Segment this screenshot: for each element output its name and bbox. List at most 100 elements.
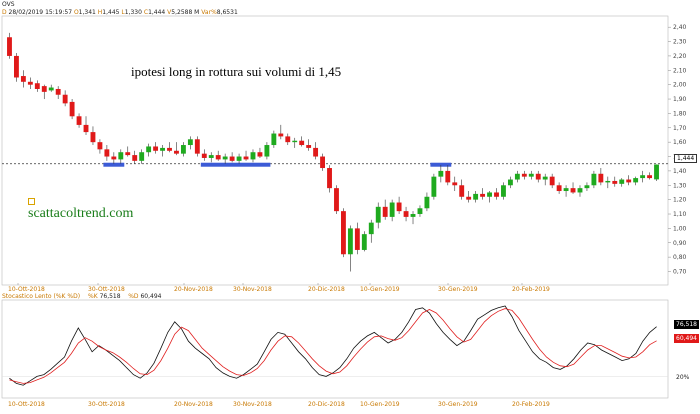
x-tick-label: 30-Gen-2019 <box>438 286 478 293</box>
candle-up <box>410 214 416 217</box>
stoch-level-label: 20% <box>676 374 690 381</box>
y-tick-label: 1,40 <box>673 168 687 175</box>
volume-value: 5,2588 M <box>171 9 200 16</box>
candle-up <box>417 208 423 215</box>
y-tick-label: 1,90 <box>673 96 687 103</box>
candle-down <box>132 155 138 161</box>
x-tick-label: 20-Feb-2019 <box>512 286 550 293</box>
candle-down <box>354 228 360 250</box>
stoch-d-tag: 60,494 <box>674 334 699 343</box>
y-tick-label: 1,60 <box>673 139 687 146</box>
y-tick-label: 1,20 <box>673 197 687 204</box>
highlight-bars <box>103 162 452 167</box>
candle-down <box>69 101 75 117</box>
candle-up <box>250 152 256 160</box>
candle-down <box>521 173 527 177</box>
candle-up <box>563 188 569 192</box>
candle-up <box>208 155 214 158</box>
stoch-k-label: %K <box>88 293 98 300</box>
watermark-square-icon <box>28 198 35 205</box>
candle-down <box>598 173 604 183</box>
candlesticks <box>7 32 659 272</box>
candle-down <box>459 185 465 197</box>
candle-up <box>187 139 193 146</box>
price-panel-border <box>1 15 669 286</box>
candle-down <box>27 81 33 85</box>
candle-up <box>501 185 506 197</box>
stoch-d-label: %D <box>128 293 139 300</box>
x-tick-label: 20-Nov-2018 <box>174 286 213 293</box>
candle-down <box>167 147 172 151</box>
stoch-d-value: 60,494 <box>140 293 162 300</box>
candle-up <box>264 145 270 157</box>
candle-down <box>62 94 68 104</box>
candle-down <box>480 193 486 197</box>
candle-up <box>514 173 520 180</box>
candle-down <box>466 196 472 200</box>
candle-up <box>473 193 479 200</box>
volume-label: V <box>167 9 172 16</box>
candle-down <box>313 147 319 157</box>
stoch-x-tick-label: 30-Gen-2019 <box>438 401 478 408</box>
price-x-axis: 10-Ott-2018 10-Ott-2018 30-Ott-2018 30-Ott-… <box>8 283 550 408</box>
candle-down <box>445 170 451 183</box>
candle-down <box>20 76 26 82</box>
candle-up <box>633 178 639 183</box>
candle-up <box>180 145 186 154</box>
stoch-lines <box>9 305 657 386</box>
open-value: 1,341 <box>78 9 96 16</box>
candle-down <box>14 55 19 78</box>
candle-down <box>549 176 555 186</box>
candle-down <box>257 152 263 157</box>
candle-down <box>341 211 346 255</box>
candle-down <box>334 188 339 212</box>
candle-up <box>222 156 228 160</box>
candle-down <box>647 175 652 179</box>
support-highlight-bar <box>200 162 271 167</box>
stoch-k-value: 76,518 <box>99 293 121 300</box>
var-label: Var% <box>201 9 217 16</box>
y-tick-label: 1,00 <box>673 225 687 232</box>
high-label: H <box>97 9 103 16</box>
stoch-x-tick-label: 20-Dic-2018 <box>308 401 345 408</box>
candle-up <box>528 173 534 177</box>
x-tick-label: 30-Nov-2018 <box>233 286 272 293</box>
candle-down <box>278 133 284 137</box>
candle-down <box>306 145 312 148</box>
date-label: D <box>2 9 7 16</box>
candle-down <box>243 156 249 160</box>
price-grid <box>1 15 669 399</box>
candle-down <box>111 156 117 160</box>
candle-down <box>556 185 562 192</box>
candle-up <box>619 179 625 184</box>
candle-up <box>271 133 277 146</box>
candle-up <box>507 179 513 186</box>
candle-up <box>118 152 124 160</box>
candle-down <box>194 139 200 154</box>
candle-up <box>654 164 659 180</box>
candle-up <box>389 202 395 217</box>
candle-down <box>34 83 40 89</box>
y-tick-label: 1,10 <box>673 211 687 218</box>
stoch-x-tick-label: 30-Nov-2018 <box>233 401 272 408</box>
candle-up <box>542 176 548 180</box>
close-label: C <box>143 9 149 16</box>
candle-down <box>76 116 82 125</box>
y-tick-label: 2,40 <box>673 24 687 31</box>
candle-up <box>577 188 583 193</box>
y-tick-label: 2,10 <box>673 67 687 74</box>
stoch-d-line <box>9 308 657 384</box>
candle-down <box>104 149 110 157</box>
candle-up <box>487 192 492 197</box>
candle-down <box>396 202 402 212</box>
stoch-x-tick-label: 30-Ott-2018 <box>88 401 125 408</box>
low-label: L <box>121 9 125 16</box>
candle-down <box>174 150 179 154</box>
candle-down <box>570 188 576 193</box>
candle-up <box>640 175 646 179</box>
y-tick-label: 0,70 <box>673 269 687 276</box>
y-tick-label: 2,00 <box>673 82 687 89</box>
candle-down <box>215 155 221 160</box>
candle-down <box>452 182 458 186</box>
